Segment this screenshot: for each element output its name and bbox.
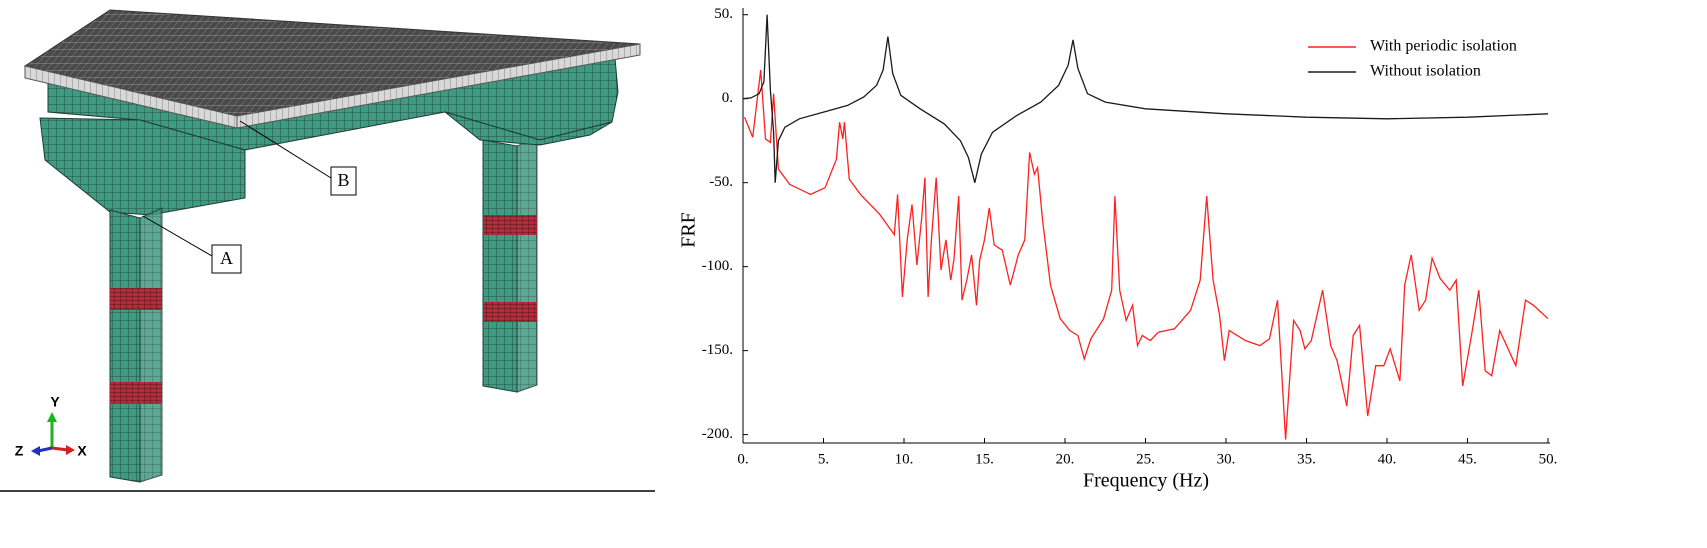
axis-arrow — [37, 446, 53, 453]
x-tick-label: 0. — [737, 451, 748, 467]
axis-label: Y — [50, 394, 60, 410]
callout-label: A — [220, 248, 233, 268]
callout-box — [330, 166, 357, 196]
x-tick-label: 5. — [818, 451, 829, 467]
axis-label: X — [77, 443, 87, 459]
leader-line — [142, 215, 213, 257]
line — [742, 14, 1549, 183]
x-tick-label: 20. — [1056, 451, 1075, 467]
axis-label: Z — [15, 443, 24, 459]
x-tick-label: 25. — [1136, 451, 1155, 467]
legend-label: Without isolation — [1370, 63, 1481, 80]
axis-arrow — [51, 446, 69, 452]
x-tick-label: 35. — [1297, 451, 1316, 467]
x-tick-label: 50. — [1539, 451, 1558, 467]
y-tick-label: 50. — [714, 6, 733, 22]
legend-label: With periodic isolation — [1370, 38, 1517, 55]
y-tick-label: -100. — [702, 258, 733, 274]
x-tick-label: 10. — [895, 451, 914, 467]
line — [743, 70, 1549, 440]
x-tick-label: 40. — [1378, 451, 1397, 467]
callout-box — [211, 244, 242, 274]
y-tick-label: 0. — [722, 90, 733, 106]
x-axis-label: Frequency (Hz) — [1083, 470, 1209, 492]
leader-line — [239, 120, 332, 179]
x-tick-label: 30. — [1217, 451, 1236, 467]
y-axis-label: FRF — [678, 212, 700, 248]
y-tick-label: -200. — [702, 426, 733, 442]
x-tick-label: 45. — [1458, 451, 1477, 467]
callout-label: B — [337, 170, 349, 190]
fe-model: B A Y X Z — [0, 9, 655, 492]
x-tick-label: 15. — [975, 451, 994, 467]
y-tick-label: -150. — [702, 342, 733, 358]
y-tick-label: -50. — [709, 174, 733, 190]
chart: Frequency (Hz) FRF 50. 0. -50. -100. -150. -2… — [678, 6, 1558, 491]
